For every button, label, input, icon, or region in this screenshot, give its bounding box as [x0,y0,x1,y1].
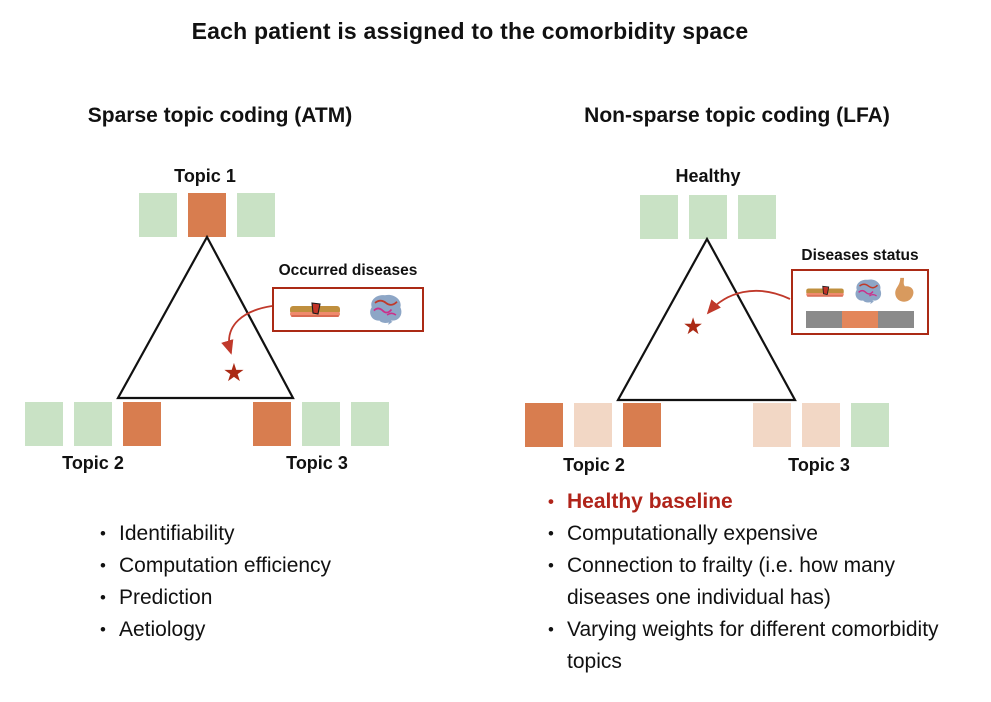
page-title: Each patient is assigned to the comorbid… [191,18,749,44]
weight-square-low [25,402,63,446]
atm-topic1-label: Topic 1 [174,166,236,186]
lfa-patient-star-icon: ★ [683,314,704,340]
weight-square-low [640,195,678,239]
lfa-healthy-label: Healthy [675,166,741,186]
atm-topic2-label: Topic 2 [62,453,124,473]
atm-topic3-label: Topic 3 [286,453,348,473]
weight-square-high [253,402,291,446]
weight-square-low [74,402,112,446]
panel-header-atm: Sparse topic coding (ATM) [87,104,353,127]
lfa-topic3-label: Topic 3 [788,455,850,475]
atm-callout-box [272,287,424,332]
lfa-callout-label: Diseases status [801,247,919,264]
weight-square-high [525,403,563,447]
lfa-callout-box [791,269,929,335]
note-item: Aetiology [98,614,438,646]
note-item: Prediction [98,582,438,614]
lfa-notes-list: Healthy baseline Computationally expensi… [546,486,954,678]
weight-square-low [302,402,340,446]
atm-top-weights [139,193,275,237]
brain-icon [855,278,881,304]
atm-notes-list: Identifiability Computation efficiency P… [98,518,438,646]
atm-patient-star-icon: ★ [223,358,245,387]
lfa-right-weights [753,403,889,447]
brain-icon [370,294,402,325]
panel-header-lfa: Non-sparse topic coding (LFA) [584,104,890,127]
weight-square-mid [802,403,840,447]
weight-square-low [738,195,776,239]
weight-square-high [623,403,661,447]
weight-square-low [139,193,177,237]
atm-callout-arrow [221,305,273,355]
weight-square-low [689,195,727,239]
weight-square-low [237,193,275,237]
atm-callout-label: Occurred diseases [278,262,418,279]
weight-square-mid [753,403,791,447]
status-segment-gray [806,311,842,328]
lfa-topic2-label: Topic 2 [563,455,625,475]
note-item: Identifiability [98,518,438,550]
weight-square-high [188,193,226,237]
weight-square-low [351,402,389,446]
note-item: Varying weights for different comorbidit… [546,614,954,678]
disease-icon-row [805,275,916,307]
disease-status-bar [806,311,914,328]
status-segment-orange [842,311,878,328]
weight-square-low [851,403,889,447]
note-item-highlight: Healthy baseline [546,486,954,518]
weight-square-high [123,402,161,446]
lfa-simplex-triangle [616,236,797,402]
skin-lesion-icon [290,301,340,317]
status-segment-gray [878,311,914,328]
note-item: Computationally expensive [546,518,954,550]
note-item: Computation efficiency [98,550,438,582]
atm-right-weights [253,402,389,446]
weight-square-mid [574,403,612,447]
lfa-top-weights [640,195,776,239]
stomach-icon [894,277,913,302]
atm-left-weights [25,402,161,446]
note-item: Connection to frailty (i.e. how many dis… [546,550,954,614]
lfa-left-weights [525,403,661,447]
lfa-callout-arrow [706,290,791,315]
skin-lesion-icon [805,285,844,297]
